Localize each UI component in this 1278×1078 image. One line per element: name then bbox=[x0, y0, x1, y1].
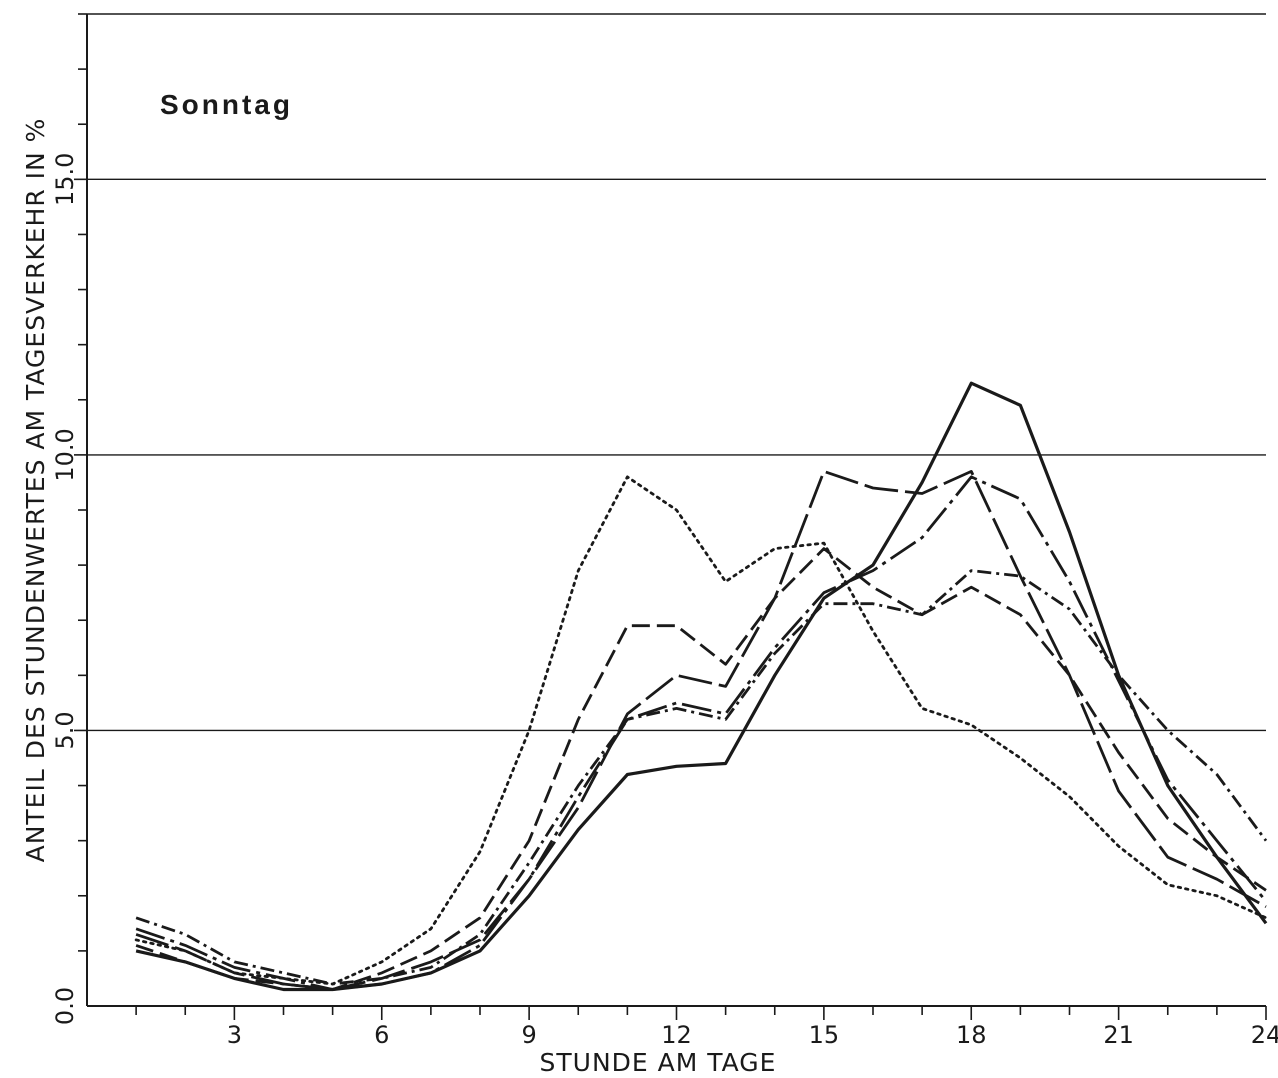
tick-marks bbox=[74, 13, 1267, 1020]
series-line-medium-dash bbox=[135, 547, 1267, 991]
y-tick-label-15-0: 15.0 bbox=[51, 153, 79, 206]
series-group bbox=[134, 381, 1268, 992]
y-tick-label-5-0: 5.0 bbox=[51, 711, 79, 749]
x-tick-label-12: 12 bbox=[661, 1021, 692, 1049]
chart-title: Sonntag bbox=[160, 89, 293, 120]
x-tick-label-21: 21 bbox=[1103, 1021, 1134, 1049]
x-tick-label-18: 18 bbox=[956, 1021, 987, 1049]
x-axis-label: STUNDE AM TAGE bbox=[540, 1048, 777, 1077]
x-tick-label-6: 6 bbox=[374, 1021, 389, 1049]
grid-lines bbox=[87, 178, 1266, 732]
x-tick-label-24: 24 bbox=[1251, 1021, 1278, 1049]
y-axis-label: ANTEIL DES STUNDENWERTES AM TAGESVERKEHR… bbox=[21, 118, 50, 863]
series-line-solid bbox=[135, 381, 1268, 992]
x-tick-label-15: 15 bbox=[809, 1021, 840, 1049]
x-tick-label-9: 9 bbox=[521, 1021, 536, 1049]
y-tick-label-0-0: 0.0 bbox=[51, 987, 79, 1025]
series-line-long-dash-dot bbox=[135, 475, 1268, 991]
series-line-dash-dot bbox=[135, 569, 1268, 986]
y-tick-label-10-0: 10.0 bbox=[51, 428, 79, 481]
x-tick-label-3: 3 bbox=[227, 1021, 242, 1049]
tick-labels: 3 6 9 12 15 18 21 24 0.0 5.0 10.0 15.0 bbox=[51, 153, 1278, 1049]
